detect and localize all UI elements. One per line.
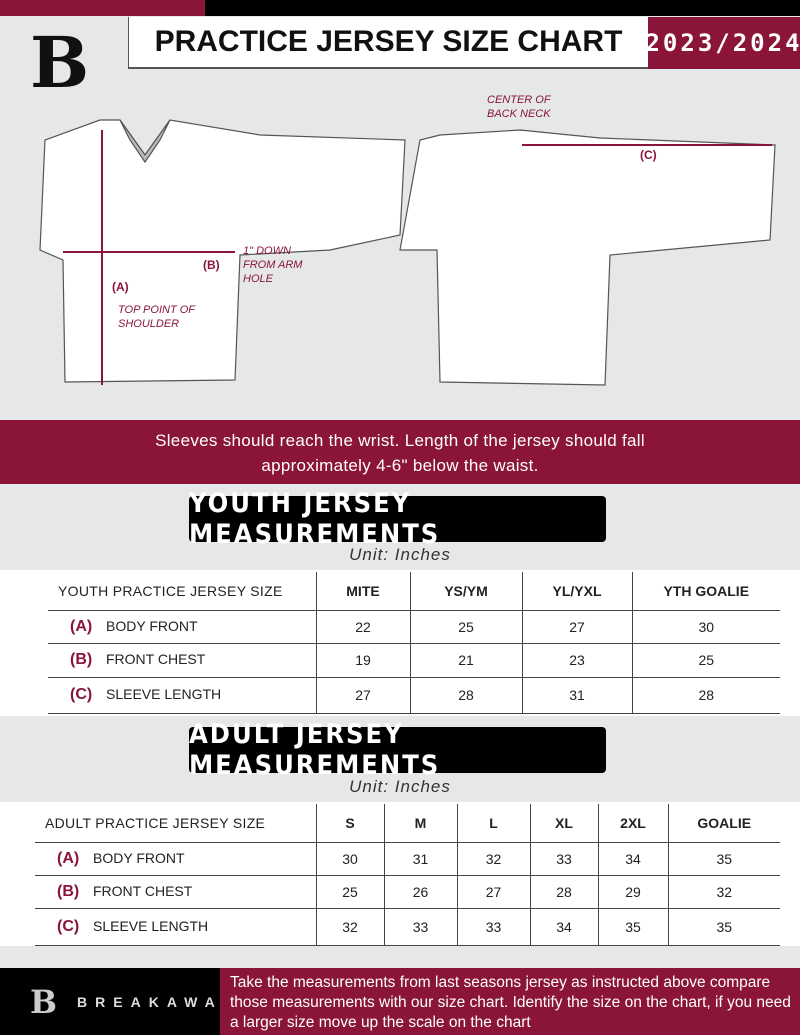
table-row: (A) BODY FRONT 22 25 27 30: [48, 610, 780, 644]
table-row: (B) FRONT CHEST 25 26 27 28 29 32: [35, 875, 780, 909]
adult-size-table: ADULT PRACTICE JERSEY SIZE S M L XL 2XL …: [35, 804, 780, 946]
header-cell: YL/YXL: [521, 572, 632, 611]
header-cell: YTH GOALIE: [631, 572, 780, 611]
value-cell: 31: [383, 842, 457, 876]
row-label: SLEEVE LENGTH: [93, 917, 209, 934]
brand-logo: B: [30, 21, 90, 104]
jersey-back-outline: [399, 129, 776, 386]
row-label: FRONT CHEST: [93, 882, 193, 899]
value-cell: 28: [529, 875, 598, 909]
footer-instructions: Take the measurements from last seasons …: [220, 968, 800, 1035]
row-label: BODY FRONT: [106, 617, 198, 634]
value-cell: 25: [631, 643, 780, 678]
header-cell: L: [456, 804, 530, 843]
value-cell: 30: [315, 842, 384, 876]
banner-line-2: approximately 4-6" below the waist.: [261, 456, 539, 475]
top-accent-bar: [0, 0, 205, 16]
value-cell: 28: [409, 677, 522, 714]
value-cell: 33: [456, 908, 530, 946]
value-cell: 35: [667, 842, 780, 876]
label-b: (B): [203, 258, 220, 272]
fit-instructions-banner: Sleeves should reach the wrist. Length o…: [0, 420, 800, 484]
jersey-diagram: [39, 119, 776, 386]
header-cell: YS/YM: [409, 572, 522, 611]
value-cell: 32: [667, 875, 780, 909]
row-code: (B): [70, 651, 93, 668]
adult-unit-label: Unit: Inches: [349, 777, 451, 796]
label-b-note: 1" DOWN FROM ARM HOLE: [243, 245, 303, 285]
value-cell: 27: [315, 677, 410, 714]
value-cell: 34: [529, 908, 598, 946]
table-header-row: YOUTH PRACTICE JERSEY SIZE MITE YS/YM YL…: [48, 572, 780, 611]
header-cell: M: [383, 804, 457, 843]
top-black-bar: [205, 0, 800, 16]
row-code: (A): [57, 849, 80, 867]
header-cell: S: [315, 804, 384, 843]
label-a: (A): [112, 280, 129, 294]
brand-name: BREAKAWAY: [77, 993, 239, 1010]
value-cell: 29: [597, 875, 668, 909]
value-cell: 33: [529, 842, 598, 876]
value-cell: 27: [456, 875, 530, 909]
value-cell: 23: [521, 643, 632, 678]
value-cell: 22: [315, 610, 410, 644]
row-code: (C): [57, 917, 80, 935]
row-code: (B): [57, 882, 80, 900]
header-cell: ADULT PRACTICE JERSEY SIZE: [35, 804, 316, 843]
value-cell: 21: [409, 643, 522, 678]
header-cell: 2XL: [597, 804, 668, 843]
value-cell: 25: [315, 875, 384, 909]
footer-logo: B: [30, 982, 58, 1021]
table-row: (C) SLEEVE LENGTH 27 28 31 28: [48, 677, 780, 714]
youth-section-title: YOUTH JERSEY MEASUREMENTS: [189, 488, 606, 550]
row-label: FRONT CHEST: [106, 651, 206, 667]
season-label: 2023/2024: [645, 17, 800, 69]
value-cell: 33: [383, 908, 457, 946]
header-cell: GOALIE: [667, 804, 780, 843]
page-title: PRACTICE JERSEY SIZE CHART: [128, 17, 648, 69]
value-cell: 31: [521, 677, 632, 714]
table-row: (A) BODY FRONT 30 31 32 33 34 35: [35, 842, 780, 876]
header-cell: XL: [529, 804, 598, 843]
value-cell: 28: [631, 677, 780, 714]
footer-brand: B BREAKAWAY: [0, 968, 231, 1035]
value-cell: 27: [521, 610, 632, 644]
row-code: (C): [70, 686, 93, 703]
label-a-note: TOP POINT OF SHOULDER: [118, 304, 195, 330]
row-code: (A): [70, 617, 93, 635]
value-cell: 30: [631, 610, 780, 644]
banner-line-1: Sleeves should reach the wrist. Length o…: [155, 431, 645, 450]
youth-size-table: YOUTH PRACTICE JERSEY SIZE MITE YS/YM YL…: [48, 572, 780, 714]
adult-section-title: ADULT JERSEY MEASUREMENTS: [189, 719, 606, 781]
youth-unit-label: Unit: Inches: [349, 545, 451, 564]
label-c-note: CENTER OF BACK NECK: [487, 94, 551, 120]
header-cell: YOUTH PRACTICE JERSEY SIZE: [48, 572, 316, 611]
value-cell: 25: [409, 610, 522, 644]
table-row: (C) SLEEVE LENGTH 32 33 33 34 35 35: [35, 908, 780, 946]
value-cell: 19: [315, 643, 410, 678]
value-cell: 32: [315, 908, 384, 946]
value-cell: 35: [597, 908, 668, 946]
table-row: (B) FRONT CHEST 19 21 23 25: [48, 643, 780, 678]
row-label: SLEEVE LENGTH: [106, 686, 222, 702]
table-header-row: ADULT PRACTICE JERSEY SIZE S M L XL 2XL …: [35, 804, 780, 843]
label-c: (C): [640, 148, 657, 162]
value-cell: 26: [383, 875, 457, 909]
measurement-lines: [63, 130, 772, 385]
header-cell: MITE: [315, 572, 410, 611]
value-cell: 32: [456, 842, 530, 876]
row-label: BODY FRONT: [93, 849, 185, 866]
value-cell: 34: [597, 842, 668, 876]
value-cell: 35: [667, 908, 780, 946]
